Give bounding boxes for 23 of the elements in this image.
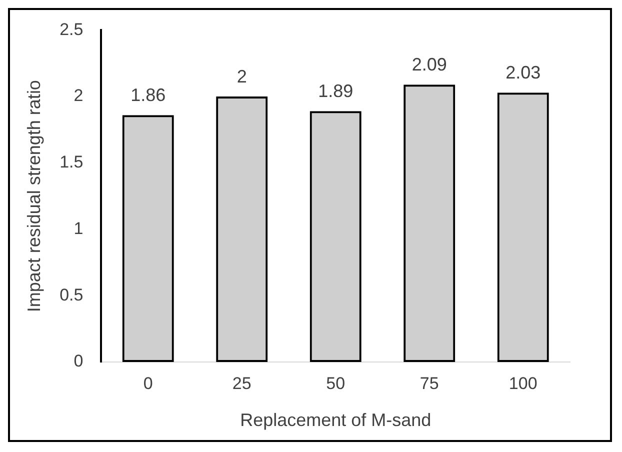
x-tick-label: 0 <box>143 374 153 393</box>
bar <box>310 111 362 362</box>
y-tick-label: 1 <box>74 218 84 238</box>
x-tick-label: 25 <box>232 374 252 393</box>
y-tick-label: 0 <box>74 352 84 371</box>
data-label: 2 <box>236 66 247 87</box>
x-axis-title: Replacement of M-sand <box>240 410 432 430</box>
bar <box>404 84 456 362</box>
bar <box>216 96 268 362</box>
data-label: 1.86 <box>130 85 166 106</box>
y-tick-label: 1.5 <box>60 152 84 172</box>
bar <box>497 92 549 362</box>
y-axis-title: Impact residual strength ratio <box>24 80 44 312</box>
data-label: 1.89 <box>318 81 354 102</box>
x-tick-label: 100 <box>508 374 538 393</box>
data-label: 2.09 <box>412 54 447 75</box>
x-tick-label: 75 <box>420 374 439 393</box>
data-label: 2.03 <box>506 62 541 83</box>
y-tick-label: 2.5 <box>60 20 84 39</box>
x-tick-label: 50 <box>326 374 346 393</box>
bar <box>122 115 174 362</box>
y-tick-label: 2 <box>74 86 84 106</box>
y-tick-label: 0.5 <box>60 285 84 304</box>
